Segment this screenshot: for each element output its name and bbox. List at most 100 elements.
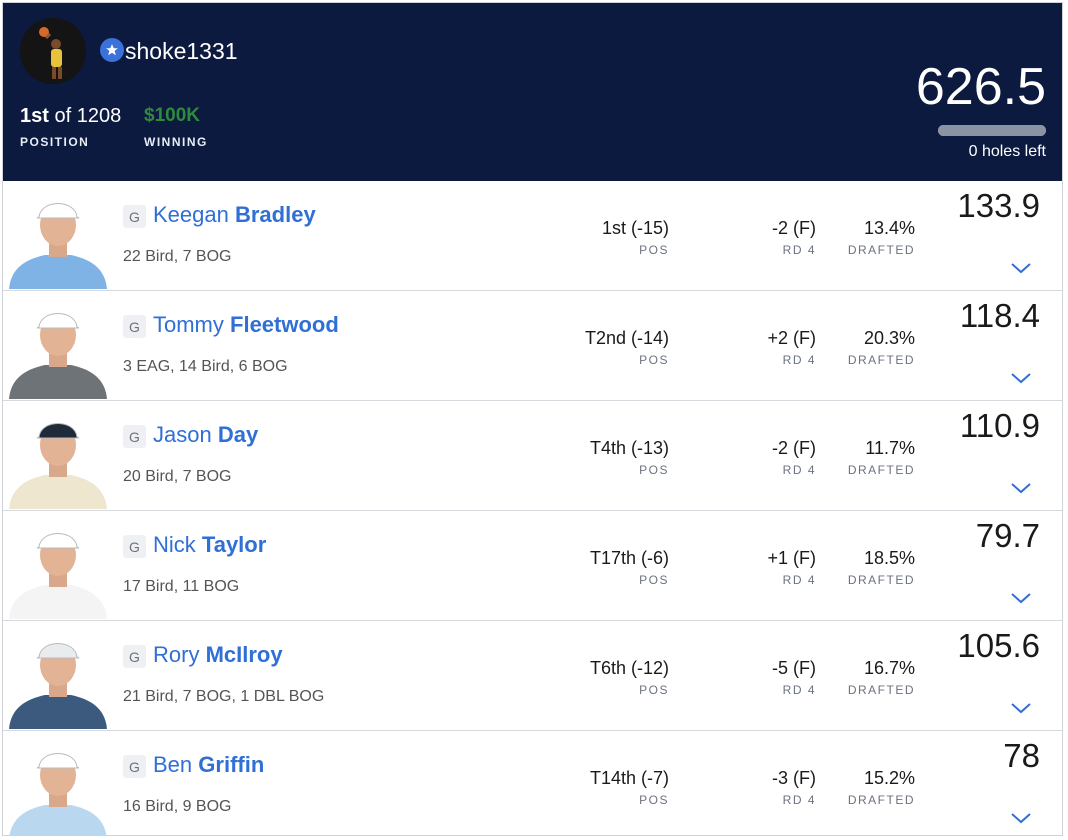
- player-last-name: Day: [217, 422, 259, 447]
- round-label: RD 4: [782, 793, 816, 807]
- tournament-position-label: POS: [639, 463, 669, 477]
- player-name[interactable]: Rory McIlroy: [153, 642, 283, 668]
- player-name[interactable]: Nick Taylor: [153, 532, 266, 558]
- holes-progress-fill: [938, 125, 1046, 136]
- round-score: +1 (F): [767, 548, 816, 568]
- position-rank: 1st: [20, 105, 49, 127]
- round-score: -2 (F): [772, 218, 816, 238]
- player-row[interactable]: G Tommy Fleetwood 3 EAG, 14 Bird, 6 BOG …: [3, 291, 1062, 401]
- player-photo: [7, 737, 109, 835]
- player-first-name: Keegan: [153, 202, 229, 227]
- chevron-down-icon[interactable]: [1010, 481, 1032, 495]
- player-stats: 16 Bird, 9 BOG: [123, 798, 232, 815]
- player-name[interactable]: Ben Griffin: [153, 752, 264, 778]
- player-last-name: Griffin: [198, 752, 265, 777]
- player-last-name: Bradley: [234, 202, 316, 227]
- drafted-percent: 13.4%: [863, 218, 915, 238]
- holes-progress-bar: [938, 125, 1046, 136]
- player-name[interactable]: Keegan Bradley: [153, 202, 316, 228]
- player-stats: 3 EAG, 14 Bird, 6 BOG: [123, 358, 288, 375]
- holes-left: 0 holes left: [968, 143, 1046, 160]
- player-photo: [7, 517, 109, 619]
- tournament-position: T4th (-13): [589, 438, 669, 458]
- position-total: of 1208: [48, 105, 122, 127]
- star-icon: [100, 38, 124, 62]
- player-first-name: Jason: [153, 422, 212, 447]
- player-points: 110.9: [959, 407, 1040, 444]
- drafted-percent: 11.7%: [865, 438, 915, 458]
- player-points: 79.7: [975, 517, 1040, 554]
- avatar-image: [20, 18, 86, 84]
- drafted-percent: 15.2%: [863, 768, 915, 788]
- player-photo: [7, 627, 109, 729]
- round-label: RD 4: [782, 683, 816, 697]
- player-stats: 21 Bird, 7 BOG, 1 DBL BOG: [123, 688, 325, 705]
- round-score: -2 (F): [772, 438, 816, 458]
- position-badge: G: [123, 315, 146, 338]
- tournament-position-label: POS: [639, 573, 669, 587]
- tournament-position-label: POS: [639, 353, 669, 367]
- round-label: RD 4: [782, 463, 816, 477]
- drafted-label: DRAFTED: [847, 243, 915, 257]
- drafted-percent: 16.7%: [863, 658, 915, 678]
- round-label: RD 4: [782, 243, 816, 257]
- player-row[interactable]: G Nick Taylor 17 Bird, 11 BOG T17th (-6)…: [3, 511, 1062, 621]
- drafted-label: DRAFTED: [847, 683, 915, 697]
- chevron-down-icon[interactable]: [1010, 701, 1032, 715]
- player-first-name: Tommy: [153, 312, 224, 337]
- player-points: 78: [1003, 737, 1040, 774]
- tournament-position: T6th (-12): [589, 658, 669, 678]
- player-row[interactable]: G Keegan Bradley 22 Bird, 7 BOG 1st (-15…: [3, 181, 1062, 291]
- avatar[interactable]: [20, 18, 86, 84]
- player-points: 118.4: [959, 297, 1040, 334]
- player-row[interactable]: G Rory McIlroy 21 Bird, 7 BOG, 1 DBL BOG…: [3, 621, 1062, 731]
- player-photo: [7, 297, 109, 399]
- tournament-position-label: POS: [639, 793, 669, 807]
- total-score: 626.5: [915, 58, 1046, 116]
- position-value: 1st of 1208: [20, 105, 121, 128]
- player-first-name: Nick: [153, 532, 196, 557]
- round-label: RD 4: [782, 353, 816, 367]
- drafted-label: DRAFTED: [847, 463, 915, 477]
- player-row[interactable]: G Ben Griffin 16 Bird, 9 BOG T14th (-7) …: [3, 731, 1062, 835]
- tournament-position-label: POS: [639, 243, 669, 257]
- lineup-header: shoke1331 1st of 1208 POSITION $100K WIN…: [3, 3, 1062, 181]
- player-last-name: McIlroy: [205, 642, 283, 667]
- player-points: 133.9: [957, 187, 1040, 224]
- player-last-name: Fleetwood: [230, 312, 339, 337]
- player-first-name: Ben: [153, 752, 193, 777]
- drafted-label: DRAFTED: [847, 353, 915, 367]
- player-points: 105.6: [957, 627, 1040, 664]
- player-stats: 22 Bird, 7 BOG: [123, 248, 232, 265]
- player-stats: 17 Bird, 11 BOG: [123, 578, 240, 595]
- player-list: G Keegan Bradley 22 Bird, 7 BOG 1st (-15…: [3, 181, 1062, 835]
- tournament-position-label: POS: [639, 683, 669, 697]
- round-score: -5 (F): [772, 658, 816, 678]
- player-name[interactable]: Jason Day: [153, 422, 258, 448]
- player-first-name: Rory: [153, 642, 200, 667]
- winning-value: $100K: [144, 105, 200, 126]
- tournament-position: T14th (-7): [589, 768, 669, 788]
- drafted-label: DRAFTED: [847, 793, 915, 807]
- chevron-down-icon[interactable]: [1010, 261, 1032, 275]
- player-stats: 20 Bird, 7 BOG: [123, 468, 232, 485]
- player-photo: [7, 187, 109, 289]
- tournament-position: T2nd (-14): [584, 328, 669, 348]
- drafted-label: DRAFTED: [847, 573, 915, 587]
- position-badge: G: [123, 755, 146, 778]
- position-badge: G: [123, 645, 146, 668]
- chevron-down-icon[interactable]: [1010, 591, 1032, 605]
- username[interactable]: shoke1331: [125, 38, 238, 64]
- chevron-down-icon[interactable]: [1010, 811, 1032, 825]
- round-score: -3 (F): [772, 768, 816, 788]
- player-name[interactable]: Tommy Fleetwood: [153, 312, 339, 338]
- player-photo: [7, 407, 109, 509]
- position-badge: G: [123, 425, 146, 448]
- player-row[interactable]: G Jason Day 20 Bird, 7 BOG T4th (-13) PO…: [3, 401, 1062, 511]
- tournament-position: T17th (-6): [589, 548, 669, 568]
- position-label: POSITION: [20, 135, 90, 149]
- chevron-down-icon[interactable]: [1010, 371, 1032, 385]
- round-label: RD 4: [782, 573, 816, 587]
- round-score: +2 (F): [767, 328, 816, 348]
